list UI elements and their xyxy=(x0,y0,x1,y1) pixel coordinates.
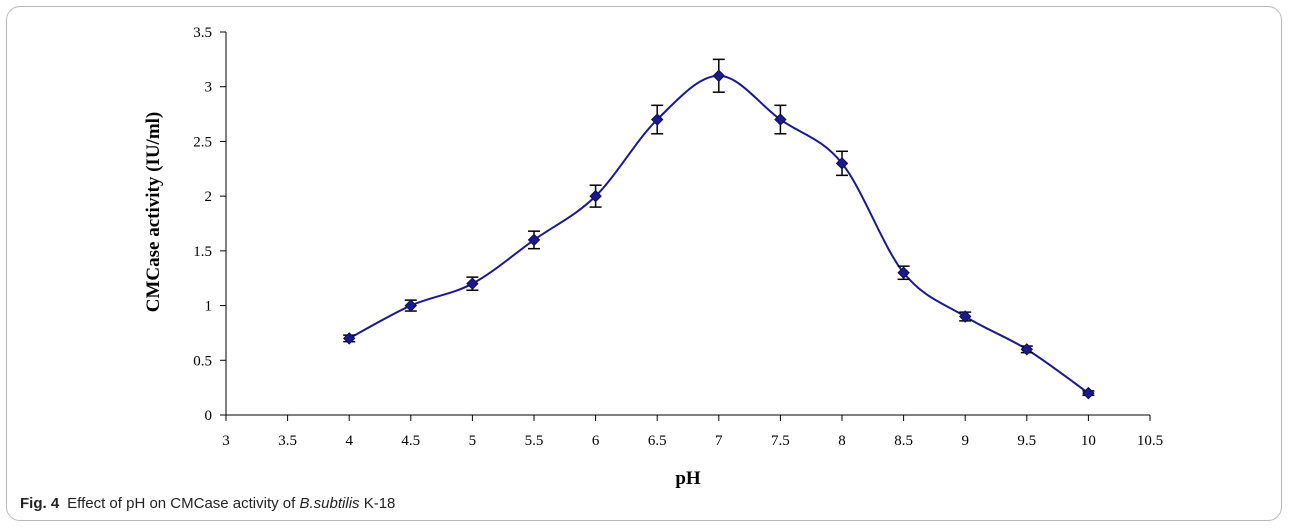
y-tick-label: 1 xyxy=(205,299,213,315)
y-tick-label: 3 xyxy=(205,80,213,96)
data-point xyxy=(404,299,418,312)
markers xyxy=(342,69,1095,400)
x-tick-label: 10.5 xyxy=(1137,433,1163,449)
y-tick-label: 0 xyxy=(205,408,213,424)
caption-species: B.subtilis xyxy=(299,495,360,512)
x-tick-label: 6 xyxy=(592,433,600,449)
x-tick-label: 3.5 xyxy=(278,433,297,449)
data-point xyxy=(958,310,972,323)
series-line xyxy=(348,74,1089,394)
data-point xyxy=(466,277,479,290)
data-point xyxy=(527,233,541,247)
y-tick-label: 2 xyxy=(205,189,213,205)
data-point xyxy=(774,113,787,126)
error-bars xyxy=(343,58,1095,397)
figure-label: Fig. 4 xyxy=(20,495,60,512)
x-tick-label: 4.5 xyxy=(401,433,420,449)
x-tick-label: 8 xyxy=(838,433,846,449)
data-point xyxy=(897,266,910,279)
x-axis-title: pH xyxy=(675,468,701,489)
x-tick-label: 7 xyxy=(715,433,723,449)
x-tick-label: 10 xyxy=(1081,433,1096,449)
y-tick-label: 3.5 xyxy=(193,25,212,41)
figure-caption: Fig. 4 Effect of pH on CMCase activity of… xyxy=(20,495,395,512)
figure-frame xyxy=(6,6,1282,521)
x-tick-label: 8.5 xyxy=(894,433,913,449)
x-tick-label: 6.5 xyxy=(648,433,667,449)
x-tick-label: 4 xyxy=(345,433,353,449)
x-tick-label: 5.5 xyxy=(525,433,544,449)
y-tick-label: 0.5 xyxy=(193,353,212,369)
caption-text: Effect of pH on CMCase activity of xyxy=(67,495,296,512)
y-tick-label: 1.5 xyxy=(193,244,212,260)
data-point xyxy=(650,113,664,126)
data-point xyxy=(342,332,356,345)
x-tick-label: 9.5 xyxy=(1017,433,1036,449)
x-tick-label: 3 xyxy=(222,433,230,449)
data-point xyxy=(712,69,726,82)
y-tick-label: 2.5 xyxy=(193,134,212,150)
data-point xyxy=(835,157,849,170)
curve-layer xyxy=(348,74,1089,394)
data-point xyxy=(589,189,602,203)
data-point xyxy=(1020,343,1034,356)
y-axis-title: CMCase activity (IU/ml) xyxy=(143,112,164,313)
x-tick-label: 5 xyxy=(469,433,477,449)
x-tick-label: 7.5 xyxy=(771,433,790,449)
axes: 0 0.5 1 1.5 2 2.5 3 3.5 3 3.5 4 4.5 5 5.5 6 6.5 7 7.5 8 8.5… xyxy=(193,25,1163,449)
caption-strain: K-18 xyxy=(363,495,396,512)
x-tick-label: 9 xyxy=(961,433,969,449)
data-point xyxy=(1082,386,1095,400)
